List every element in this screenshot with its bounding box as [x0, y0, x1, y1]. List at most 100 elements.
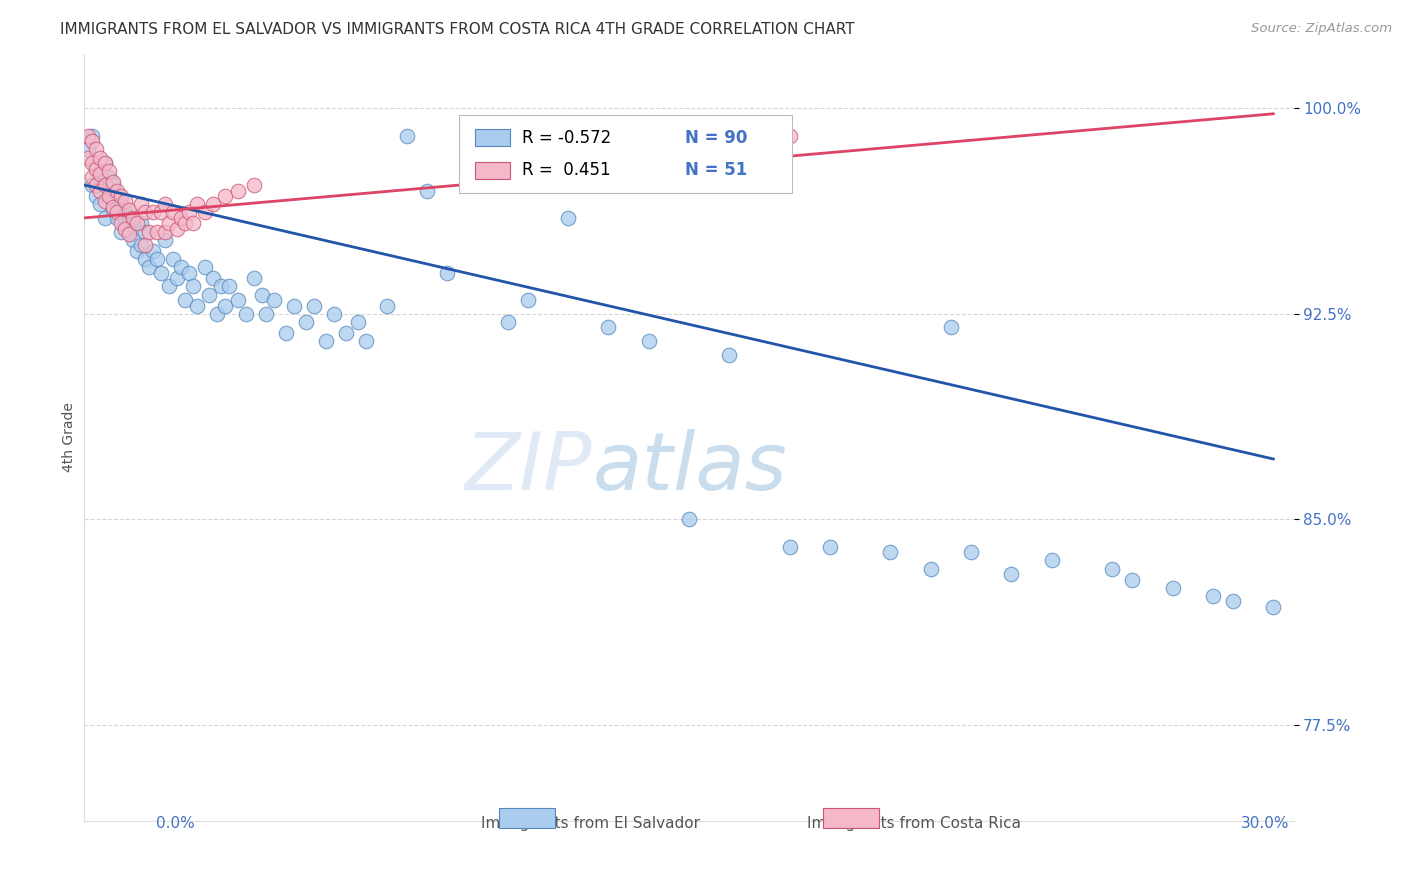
Point: [138, 225, 160, 239]
Point: [1161, 581, 1184, 595]
Point: [779, 540, 801, 554]
Point: [105, 211, 128, 225]
Point: [134, 205, 156, 219]
Point: [302, 299, 325, 313]
Point: [118, 211, 141, 225]
Text: N = 90: N = 90: [685, 129, 747, 147]
Point: [101, 175, 124, 189]
Point: [1121, 573, 1143, 587]
Point: [202, 271, 225, 285]
Point: [939, 320, 962, 334]
Point: [678, 512, 700, 526]
Point: [186, 299, 208, 313]
Point: [170, 260, 193, 275]
Point: [960, 545, 983, 559]
Text: IMMIGRANTS FROM EL SALVADOR VS IMMIGRANTS FROM COSTA RICA 4TH GRADE CORRELATION : IMMIGRANTS FROM EL SALVADOR VS IMMIGRANT…: [60, 22, 855, 37]
Point: [93, 194, 115, 209]
Point: [105, 184, 128, 198]
Point: [186, 197, 208, 211]
Point: [121, 233, 143, 247]
Point: [198, 287, 221, 301]
Point: [166, 222, 188, 236]
Text: R =  0.451: R = 0.451: [522, 161, 610, 179]
FancyBboxPatch shape: [475, 161, 509, 178]
Point: [93, 156, 115, 170]
Point: [209, 279, 232, 293]
Point: [194, 260, 217, 275]
Point: [82, 156, 104, 170]
Point: [134, 225, 156, 239]
Point: [77, 128, 100, 143]
Point: [134, 252, 156, 266]
Point: [1101, 561, 1123, 575]
Point: [375, 299, 398, 313]
Point: [146, 225, 169, 239]
Point: [114, 216, 136, 230]
Point: [89, 197, 111, 211]
Point: [105, 205, 128, 219]
Point: [218, 279, 240, 293]
Point: [263, 293, 285, 307]
Point: [86, 178, 108, 192]
Point: [1000, 567, 1022, 582]
Point: [82, 128, 104, 143]
Text: atlas: atlas: [592, 429, 787, 507]
Point: [129, 216, 152, 230]
Point: [101, 178, 124, 192]
Point: [598, 320, 620, 334]
Text: 30.0%: 30.0%: [1241, 816, 1289, 831]
Point: [118, 227, 141, 242]
Text: ZIP: ZIP: [465, 429, 592, 507]
Point: [179, 266, 201, 280]
Point: [214, 189, 236, 203]
Point: [101, 200, 124, 214]
Point: [114, 194, 136, 209]
Point: [1040, 553, 1063, 567]
Point: [315, 334, 337, 349]
Text: 0.0%: 0.0%: [156, 816, 195, 831]
Point: [121, 211, 143, 225]
Point: [477, 143, 499, 157]
Point: [250, 287, 273, 301]
Point: [194, 205, 217, 219]
Point: [214, 299, 236, 313]
FancyBboxPatch shape: [475, 129, 509, 146]
Point: [242, 178, 264, 192]
Point: [125, 244, 148, 258]
Point: [118, 225, 141, 239]
Point: [86, 161, 108, 176]
Point: [356, 334, 378, 349]
Point: [335, 326, 357, 340]
Point: [86, 189, 108, 203]
Point: [93, 211, 115, 225]
Point: [920, 561, 942, 575]
Point: [323, 307, 346, 321]
Point: [456, 128, 478, 143]
Point: [110, 197, 132, 211]
Point: [179, 205, 201, 219]
Point: [174, 216, 197, 230]
Point: [105, 189, 128, 203]
Point: [93, 178, 115, 192]
Point: [170, 211, 193, 225]
Y-axis label: 4th Grade: 4th Grade: [62, 402, 76, 472]
Point: [82, 178, 104, 192]
Point: [395, 128, 418, 143]
Point: [89, 167, 111, 181]
Point: [1202, 589, 1225, 603]
Point: [557, 211, 579, 225]
Point: [97, 164, 120, 178]
Point: [162, 205, 184, 219]
Point: [82, 169, 104, 184]
Point: [254, 307, 277, 321]
Point: [110, 225, 132, 239]
Point: [416, 184, 439, 198]
Point: [89, 169, 111, 184]
Point: [142, 205, 165, 219]
Point: [118, 202, 141, 217]
Text: Immigrants from El Salvador: Immigrants from El Salvador: [481, 816, 700, 831]
Point: [496, 315, 519, 329]
Point: [637, 334, 659, 349]
Point: [97, 169, 120, 184]
Point: [138, 260, 160, 275]
